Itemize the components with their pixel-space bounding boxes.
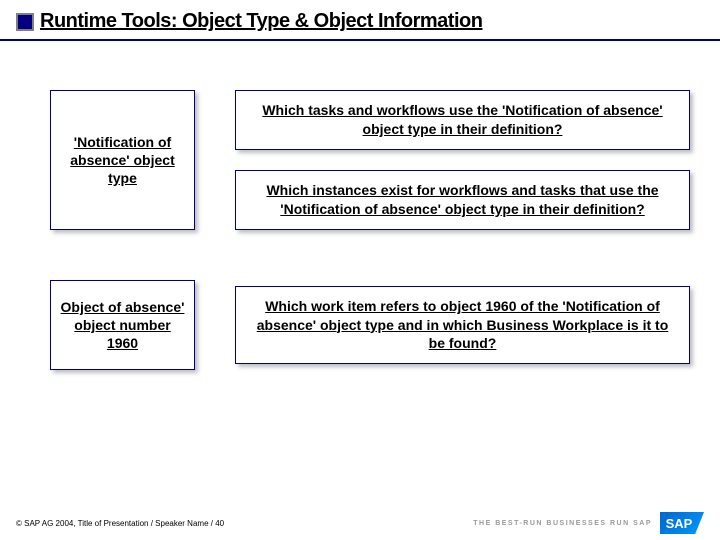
left-box-text: Object of absence' object number 1960: [59, 298, 186, 353]
title-bar: Runtime Tools: Object Type & Object Info…: [0, 0, 720, 41]
right-column-2: Which work item refers to object 1960 of…: [235, 286, 690, 365]
question-text: Which work item refers to object 1960 of…: [256, 297, 669, 354]
content-area: 'Notification of absence' object type Wh…: [0, 50, 720, 510]
footer: © SAP AG 2004, Title of Presentation / S…: [16, 512, 704, 534]
footer-left: © SAP AG 2004, Title of Presentation / S…: [16, 519, 224, 528]
slide-title: Runtime Tools: Object Type & Object Info…: [40, 10, 482, 33]
title-square-icon: [16, 13, 34, 31]
sap-logo-icon: SAP: [660, 512, 704, 534]
question-box-1: Which tasks and workflows use the 'Notif…: [235, 90, 690, 150]
copyright-text: © SAP AG 2004, Title of Presentation / S…: [16, 519, 224, 528]
left-box-object-number: Object of absence' object number 1960: [50, 280, 195, 370]
sap-tagline: THE BEST-RUN BUSINESSES RUN SAP: [473, 520, 652, 527]
left-box-text: 'Notification of absence' object type: [59, 133, 186, 188]
question-box-2: Which instances exist for workflows and …: [235, 170, 690, 230]
left-box-object-type: 'Notification of absence' object type: [50, 90, 195, 230]
right-column-1: Which tasks and workflows use the 'Notif…: [235, 90, 690, 230]
footer-right: THE BEST-RUN BUSINESSES RUN SAP SAP: [473, 512, 704, 534]
question-text: Which instances exist for workflows and …: [256, 181, 669, 219]
row-object-type: 'Notification of absence' object type Wh…: [30, 90, 690, 230]
row-object-number: Object of absence' object number 1960 Wh…: [30, 280, 690, 370]
question-box-3: Which work item refers to object 1960 of…: [235, 286, 690, 365]
question-text: Which tasks and workflows use the 'Notif…: [256, 101, 669, 139]
